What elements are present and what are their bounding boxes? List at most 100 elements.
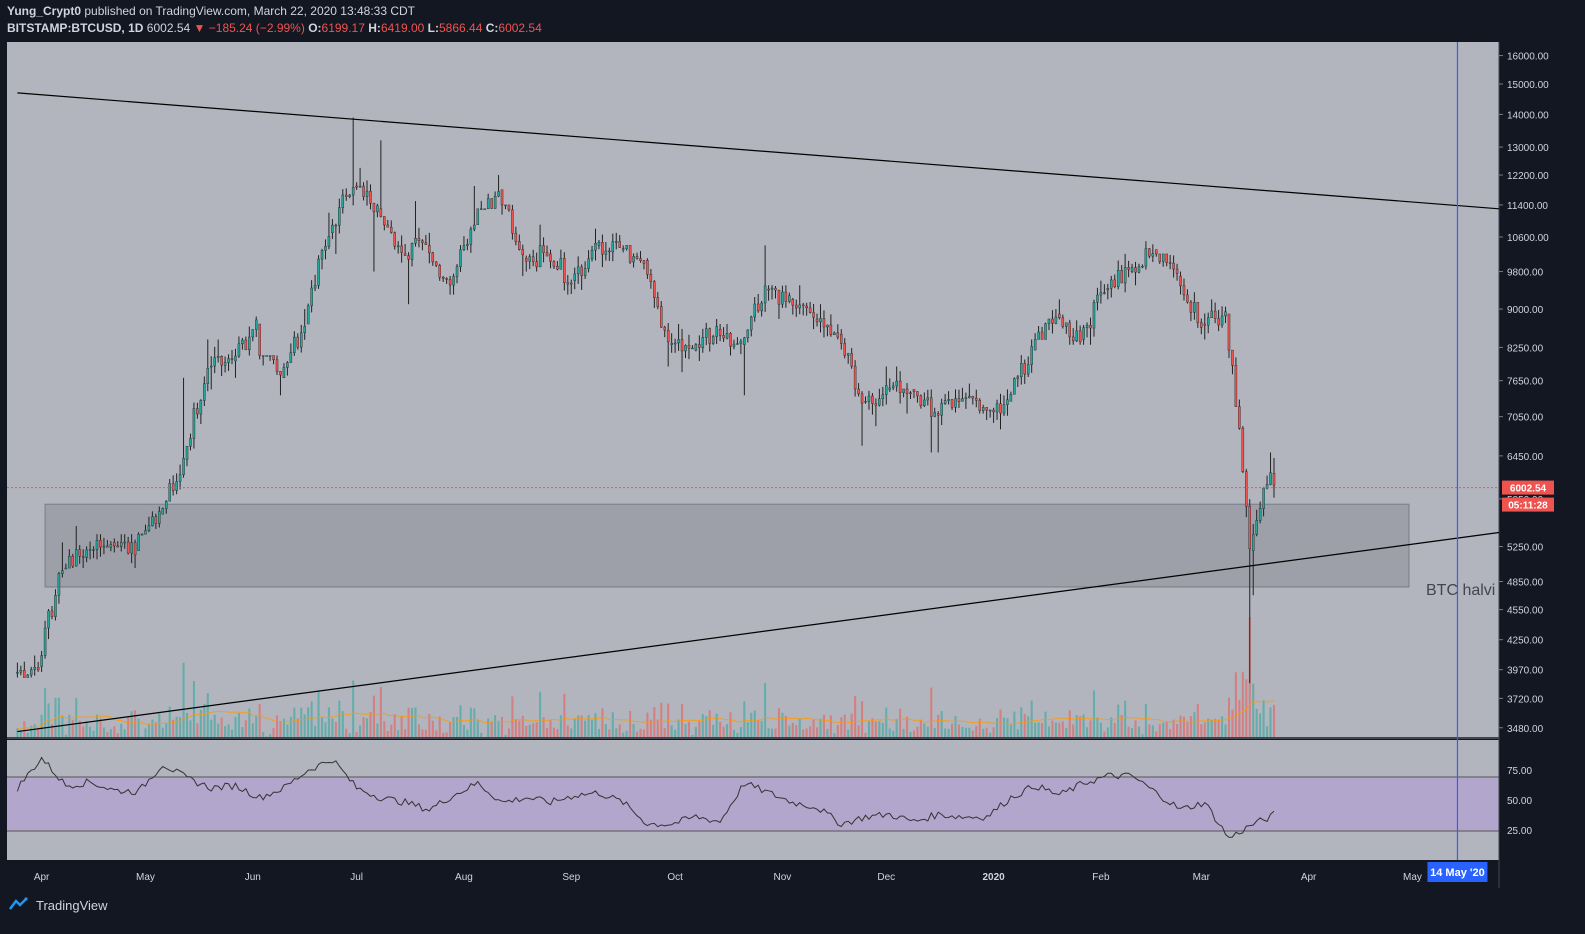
candle-body[interactable] bbox=[1013, 378, 1016, 395]
candle-body[interactable] bbox=[646, 260, 649, 275]
candle-body[interactable] bbox=[549, 253, 552, 262]
candle-body[interactable] bbox=[670, 342, 673, 345]
candle-body[interactable] bbox=[1238, 406, 1241, 429]
candle-body[interactable] bbox=[649, 274, 653, 282]
candle-body[interactable] bbox=[490, 198, 493, 209]
candle-body[interactable] bbox=[798, 304, 801, 309]
candle-body[interactable] bbox=[971, 395, 975, 399]
candle-body[interactable] bbox=[71, 556, 75, 567]
candle-body[interactable] bbox=[632, 256, 635, 263]
candle-body[interactable] bbox=[736, 343, 739, 345]
candle-body[interactable] bbox=[334, 224, 338, 227]
candle-body[interactable] bbox=[531, 256, 535, 262]
candle-body[interactable] bbox=[864, 401, 867, 403]
candle-body[interactable] bbox=[78, 549, 81, 557]
candle-body[interactable] bbox=[1193, 302, 1196, 313]
candle-body[interactable] bbox=[168, 483, 171, 502]
candle-body[interactable] bbox=[189, 438, 192, 447]
candle-body[interactable] bbox=[1130, 267, 1134, 272]
candle-body[interactable] bbox=[165, 501, 168, 509]
candle-body[interactable] bbox=[1061, 317, 1065, 327]
candle-body[interactable] bbox=[248, 336, 251, 351]
candle-body[interactable] bbox=[1262, 487, 1265, 509]
candle-body[interactable] bbox=[1023, 363, 1026, 375]
candle-body[interactable] bbox=[493, 195, 497, 209]
candle-body[interactable] bbox=[85, 549, 88, 558]
candle-body[interactable] bbox=[988, 409, 992, 412]
candle-body[interactable] bbox=[895, 380, 898, 387]
candle-body[interactable] bbox=[597, 242, 601, 246]
candle-body[interactable] bbox=[175, 481, 178, 491]
candle-body[interactable] bbox=[1110, 279, 1113, 289]
candle-body[interactable] bbox=[1127, 267, 1130, 270]
candle-body[interactable] bbox=[905, 388, 909, 394]
candle-body[interactable] bbox=[331, 224, 334, 234]
candle-body[interactable] bbox=[500, 189, 504, 206]
candle-body[interactable] bbox=[497, 191, 500, 197]
candle-body[interactable] bbox=[1089, 325, 1092, 329]
candle-body[interactable] bbox=[874, 403, 878, 406]
candle-body[interactable] bbox=[473, 224, 476, 230]
candle-body[interactable] bbox=[583, 268, 587, 276]
candle-body[interactable] bbox=[486, 198, 490, 210]
candle-body[interactable] bbox=[556, 265, 559, 270]
candle-body[interactable] bbox=[763, 285, 767, 304]
candle-body[interactable] bbox=[514, 232, 518, 242]
candle-body[interactable] bbox=[410, 243, 414, 260]
candle-body[interactable] bbox=[756, 303, 760, 312]
candle-body[interactable] bbox=[846, 353, 850, 356]
candle-body[interactable] bbox=[400, 245, 403, 253]
candle-body[interactable] bbox=[698, 344, 701, 348]
candle-body[interactable] bbox=[1078, 330, 1082, 342]
candle-body[interactable] bbox=[279, 371, 282, 376]
candle-body[interactable] bbox=[275, 359, 279, 372]
candle-body[interactable] bbox=[1272, 473, 1276, 486]
candle-body[interactable] bbox=[857, 388, 860, 395]
candle-body[interactable] bbox=[1092, 302, 1096, 329]
candle-body[interactable] bbox=[1054, 316, 1058, 324]
candle-body[interactable] bbox=[538, 245, 542, 268]
candle-body[interactable] bbox=[293, 336, 296, 353]
candle-body[interactable] bbox=[137, 533, 140, 551]
candle-body[interactable] bbox=[43, 627, 47, 656]
candle-body[interactable] bbox=[1020, 363, 1023, 378]
candle-body[interactable] bbox=[372, 203, 376, 213]
candle-body[interactable] bbox=[251, 329, 255, 338]
candle-body[interactable] bbox=[1179, 275, 1182, 287]
candle-body[interactable] bbox=[1182, 285, 1186, 296]
candle-body[interactable] bbox=[296, 336, 300, 348]
candle-body[interactable] bbox=[455, 266, 459, 277]
candle-body[interactable] bbox=[604, 250, 608, 255]
candle-body[interactable] bbox=[414, 237, 417, 244]
candle-body[interactable] bbox=[230, 358, 234, 360]
candle-body[interactable] bbox=[1248, 506, 1251, 549]
candle-body[interactable] bbox=[746, 329, 750, 339]
candle-body[interactable] bbox=[161, 508, 165, 515]
candle-body[interactable] bbox=[1085, 325, 1089, 328]
candle-body[interactable] bbox=[126, 541, 130, 554]
candle-body[interactable] bbox=[1123, 267, 1127, 284]
candle-body[interactable] bbox=[355, 185, 358, 188]
candle-body[interactable] bbox=[133, 542, 137, 556]
candle-body[interactable] bbox=[621, 248, 625, 250]
candle-body[interactable] bbox=[459, 249, 462, 267]
candle-body[interactable] bbox=[559, 258, 563, 270]
candle-body[interactable] bbox=[1113, 279, 1116, 287]
candle-body[interactable] bbox=[483, 208, 486, 211]
candle-body[interactable] bbox=[1175, 268, 1179, 274]
candle-body[interactable] bbox=[878, 398, 881, 406]
candle-body[interactable] bbox=[950, 399, 954, 408]
candle-body[interactable] bbox=[750, 316, 753, 331]
candle-body[interactable] bbox=[881, 394, 885, 399]
candle-body[interactable] bbox=[109, 544, 113, 548]
candle-body[interactable] bbox=[871, 395, 874, 404]
candle-body[interactable] bbox=[781, 291, 784, 305]
candle-body[interactable] bbox=[234, 355, 237, 362]
candle-body[interactable] bbox=[760, 302, 763, 312]
candle-body[interactable] bbox=[317, 258, 320, 286]
candle-body[interactable] bbox=[576, 266, 580, 275]
candle-body[interactable] bbox=[203, 383, 206, 401]
candle-body[interactable] bbox=[23, 669, 26, 678]
candle-body[interactable] bbox=[255, 319, 258, 330]
candle-body[interactable] bbox=[268, 355, 272, 357]
